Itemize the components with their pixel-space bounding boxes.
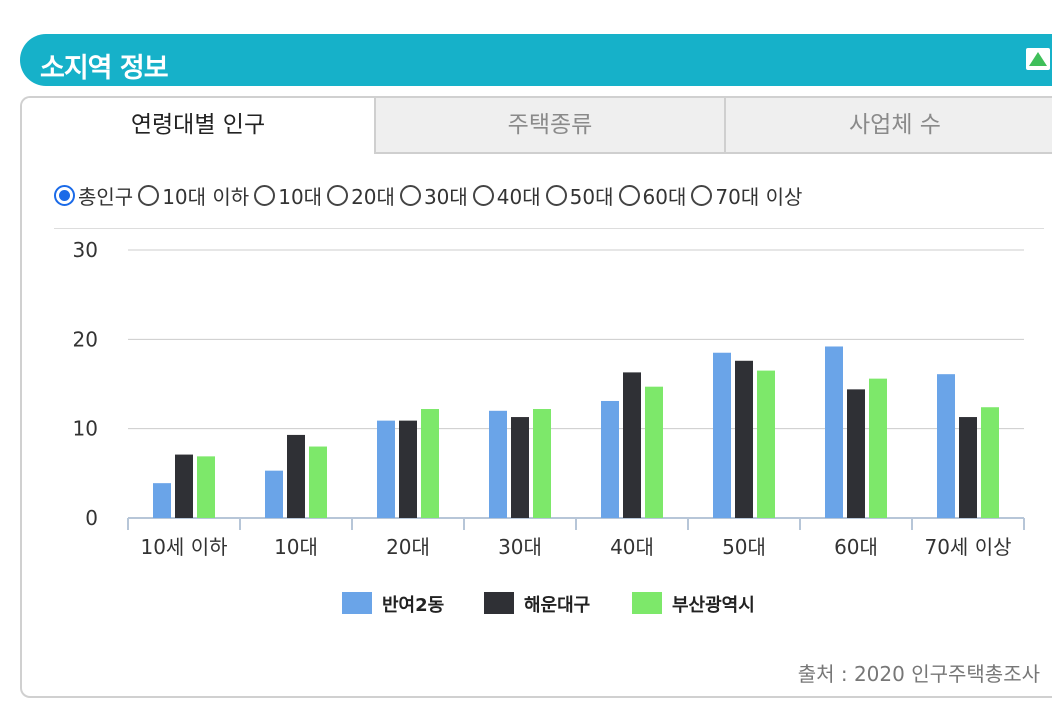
- radio-option[interactable]: 20대: [327, 181, 395, 210]
- radio-button[interactable]: [472, 184, 494, 206]
- bar: [601, 400, 619, 518]
- tab-business-count[interactable]: 사업체 수: [724, 98, 1052, 154]
- tab-age-population[interactable]: 연령대별 인구: [22, 98, 374, 154]
- radio-label: 50대: [569, 184, 614, 209]
- x-tick-label: 40대: [610, 535, 654, 559]
- radio-button[interactable]: [138, 184, 160, 206]
- radio-label: 10대: [278, 184, 323, 209]
- bar: [623, 372, 641, 518]
- legend-label: 부산광역시: [672, 595, 755, 616]
- bar: [937, 374, 955, 518]
- bar: [197, 456, 215, 518]
- bar: [399, 420, 417, 518]
- divider: [54, 228, 1044, 229]
- bar: [489, 410, 507, 518]
- radio-option[interactable]: 10대: [254, 181, 322, 210]
- y-tick-label: 20: [73, 327, 98, 351]
- radio-label: 20대: [351, 184, 395, 209]
- bar: [533, 409, 551, 518]
- radio-option[interactable]: 70대 이상: [691, 181, 802, 210]
- x-tick-label: 10세 이하: [140, 535, 227, 559]
- bar: [175, 454, 193, 518]
- radio-label: 30대: [423, 184, 468, 209]
- legend-label: 해운대구: [524, 595, 590, 616]
- bar: [825, 346, 843, 518]
- radio-option[interactable]: 총인구: [54, 181, 133, 210]
- bar: [713, 352, 731, 518]
- bar: [377, 420, 395, 518]
- radio-label: 60대: [642, 184, 687, 209]
- x-tick-label: 50대: [722, 535, 766, 559]
- legend-swatch: [342, 592, 372, 614]
- section-title: 소지역 정보: [40, 53, 169, 84]
- population-bar-chart: 0 10 20 30 10세 이하 10대 20대 30대 40대 50대 60대 70세 이상반여2…: [73, 238, 1025, 616]
- x-tick-label: 30대: [498, 535, 542, 559]
- radio-label: 10대 이하: [162, 184, 250, 209]
- triangle-up-icon: [1029, 52, 1047, 66]
- radio-button[interactable]: [545, 184, 567, 206]
- radio-button[interactable]: [618, 184, 640, 206]
- bar: [847, 389, 865, 518]
- radio-option[interactable]: 50대: [545, 181, 614, 210]
- y-tick-label: 30: [73, 238, 98, 262]
- bar: [757, 370, 775, 518]
- bar: [869, 378, 887, 518]
- legend-swatch: [632, 592, 662, 614]
- bar: [735, 360, 753, 518]
- radio-option[interactable]: 30대: [399, 181, 468, 210]
- bar: [981, 407, 999, 518]
- source-note: 출처 : 2020 인구주택총조사: [797, 662, 1040, 686]
- bar: [265, 470, 283, 518]
- radio-label: 40대: [496, 184, 541, 209]
- legend-label: 반여2동: [382, 595, 444, 616]
- radio-button[interactable]: [691, 184, 713, 206]
- radio-option[interactable]: 60대: [618, 181, 687, 210]
- bar: [153, 483, 171, 518]
- x-tick-label: 10대: [274, 535, 318, 559]
- x-tick-label: 70세 이상: [924, 535, 1011, 559]
- y-tick-label: 0: [85, 506, 98, 530]
- bar: [645, 386, 663, 518]
- bar: [421, 409, 439, 518]
- x-tick-label: 60대: [834, 535, 878, 559]
- section-header: 소지역 정보: [20, 34, 1052, 86]
- radio-label: 70대 이상: [715, 184, 803, 209]
- collapse-toggle-button[interactable]: [1026, 48, 1050, 70]
- radio-button[interactable]: [254, 184, 276, 206]
- bar: [287, 434, 305, 518]
- info-panel: 연령대별 인구 주택종류 사업체 수 총인구 10대 이하 10대 20대 30대 40대…: [20, 96, 1052, 698]
- x-tick-label: 20대: [386, 535, 430, 559]
- radio-button[interactable]: [399, 184, 421, 206]
- radio-label: 총인구: [78, 184, 134, 209]
- bar: [959, 417, 977, 518]
- radio-option[interactable]: 10대 이하: [138, 181, 249, 210]
- y-tick-label: 10: [73, 417, 98, 441]
- bar: [309, 446, 327, 518]
- age-filter-radio-group: 총인구 10대 이하 10대 20대 30대 40대 50대 60대 70대 이상: [54, 180, 807, 210]
- radio-button[interactable]: [54, 184, 75, 206]
- legend-swatch: [484, 592, 514, 614]
- tab-housing-type[interactable]: 주택종류: [374, 98, 724, 154]
- radio-button[interactable]: [327, 184, 349, 206]
- bar: [511, 417, 529, 518]
- radio-option[interactable]: 40대: [472, 181, 541, 210]
